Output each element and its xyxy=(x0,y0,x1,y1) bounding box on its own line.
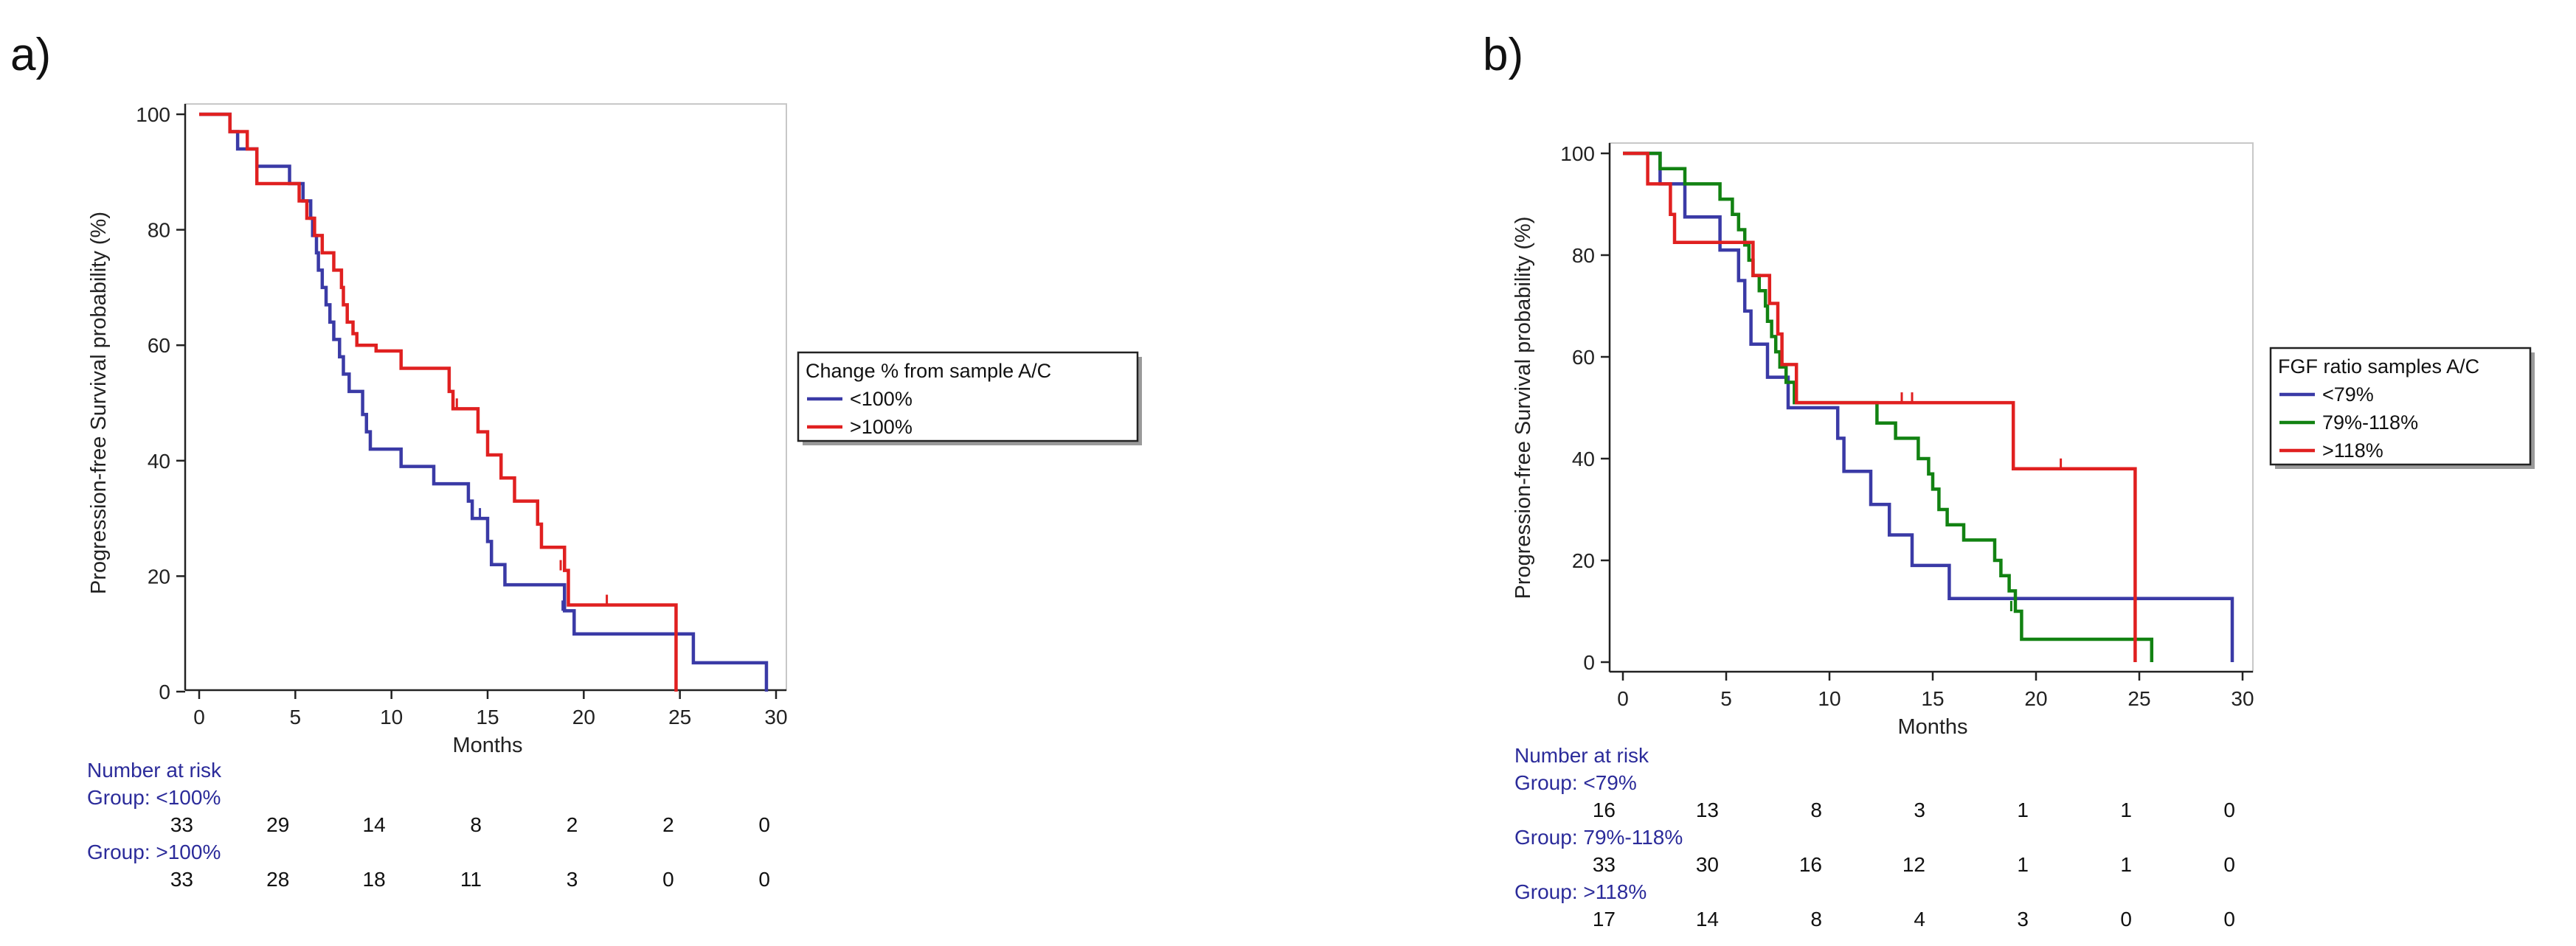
legend-entry: <79% xyxy=(2322,383,2374,406)
risk-count: 1 xyxy=(2017,853,2029,876)
panel-label: a) xyxy=(10,29,51,80)
plot-frame xyxy=(1609,142,2254,672)
risk-count: 16 xyxy=(1593,799,1616,821)
risk-count: 3 xyxy=(1914,799,1925,821)
x-tick-label: 30 xyxy=(764,706,787,728)
risk-count: 29 xyxy=(266,813,289,836)
legend-entry: >118% xyxy=(2322,439,2383,462)
risk-count: 33 xyxy=(170,813,193,836)
legend: FGF ratio samples A/C <79% 79%-118% >118% xyxy=(2269,347,2535,469)
legend-box xyxy=(797,351,1139,442)
risk-count: 1 xyxy=(2120,853,2132,876)
legend: Change % from sample A/C <100% >100% xyxy=(797,351,1142,445)
y-tick-label: 0 xyxy=(159,681,170,703)
legend-entry: <100% xyxy=(850,388,913,410)
risk-count: 16 xyxy=(1799,853,1822,876)
risk-count: 11 xyxy=(460,868,482,891)
legend-title: Change % from sample A/C xyxy=(806,360,1051,382)
x-axis-label: Months xyxy=(1897,715,1967,739)
risk-count: 0 xyxy=(2120,908,2132,931)
risk-group-label: Group: >118% xyxy=(1514,880,1647,903)
risk-count: 0 xyxy=(758,868,770,891)
y-tick-label: 100 xyxy=(136,103,170,126)
risk-group-label: Group: 79%-118% xyxy=(1514,826,1683,849)
risk-count: 12 xyxy=(1902,853,1925,876)
legend-entry: 79%-118% xyxy=(2322,411,2418,434)
risk-count: 33 xyxy=(1593,853,1616,876)
risk-table-title: Number at risk xyxy=(87,759,222,782)
risk-group-label: Group: <79% xyxy=(1514,771,1637,794)
risk-count: 17 xyxy=(1593,908,1616,931)
y-tick-label: 100 xyxy=(1560,142,1595,165)
x-tick-label: 15 xyxy=(476,706,499,728)
risk-table-title: Number at risk xyxy=(1514,744,1649,767)
risk-count: 14 xyxy=(363,813,386,836)
km-curve-118 xyxy=(1623,151,2137,662)
risk-count: 33 xyxy=(170,868,193,891)
risk-count: 0 xyxy=(758,813,770,836)
x-tick-label: 25 xyxy=(668,706,691,728)
x-tick-label: 15 xyxy=(1921,687,1944,710)
x-tick-label: 5 xyxy=(1720,687,1732,710)
km-curve-79-118 xyxy=(1623,151,2154,662)
risk-count: 3 xyxy=(2017,908,2029,931)
y-tick-label: 20 xyxy=(1572,549,1595,572)
y-tick-label: 80 xyxy=(148,219,170,242)
x-tick-label: 0 xyxy=(1617,687,1629,710)
x-axis-label: Months xyxy=(452,734,522,757)
risk-table: Number at risk Group: <100% 33 29 14 8 2 2 0 Grou… xyxy=(87,759,770,891)
risk-count: 8 xyxy=(1810,799,1822,821)
risk-count: 0 xyxy=(2223,853,2235,876)
risk-count: 28 xyxy=(266,868,289,891)
risk-count: 8 xyxy=(1810,908,1822,931)
y-tick-label: 80 xyxy=(1572,244,1595,267)
risk-count: 1 xyxy=(2017,799,2029,821)
y-tick-label: 40 xyxy=(148,450,170,473)
risk-count: 0 xyxy=(2223,799,2235,821)
risk-count: 4 xyxy=(1914,908,1925,931)
x-tick-label: 25 xyxy=(2127,687,2150,710)
risk-group-label: Group: <100% xyxy=(87,786,221,809)
x-tick-label: 0 xyxy=(193,706,205,728)
legend-entry: >100% xyxy=(850,416,913,438)
y-tick-label: 40 xyxy=(1572,448,1595,470)
risk-count: 3 xyxy=(567,868,578,891)
y-tick-label: 60 xyxy=(148,334,170,357)
risk-count: 8 xyxy=(470,813,482,836)
risk-count: 2 xyxy=(567,813,578,836)
risk-count: 14 xyxy=(1696,908,1719,931)
panel-label: b) xyxy=(1483,29,1523,80)
risk-count: 18 xyxy=(363,868,386,891)
x-tick-label: 10 xyxy=(1818,687,1841,710)
legend-box xyxy=(2269,347,2532,466)
x-tick-label: 5 xyxy=(290,706,302,728)
risk-count: 1 xyxy=(2120,799,2132,821)
x-tick-label: 20 xyxy=(572,706,595,728)
x-tick-label: 30 xyxy=(2231,687,2254,710)
km-curve-100 xyxy=(199,112,769,692)
x-tick-label: 10 xyxy=(380,706,403,728)
legend-title: FGF ratio samples A/C xyxy=(2278,355,2479,378)
risk-count: 0 xyxy=(2223,908,2235,931)
risk-count: 2 xyxy=(662,813,674,836)
km-curve-100 xyxy=(199,112,678,692)
risk-count: 30 xyxy=(1696,853,1719,876)
plot-frame xyxy=(184,103,787,691)
y-tick-label: 0 xyxy=(1583,651,1595,674)
risk-count: 13 xyxy=(1696,799,1719,821)
y-axis-label: Progression-free Survival probability (%… xyxy=(87,212,111,594)
risk-group-label: Group: >100% xyxy=(87,841,221,863)
x-tick-label: 20 xyxy=(2024,687,2047,710)
risk-count: 0 xyxy=(662,868,674,891)
y-axis-label: Progression-free Survival probability (%… xyxy=(1512,217,1535,599)
km-curve-79 xyxy=(1623,151,2234,662)
y-tick-label: 20 xyxy=(148,565,170,588)
y-tick-label: 60 xyxy=(1572,346,1595,369)
